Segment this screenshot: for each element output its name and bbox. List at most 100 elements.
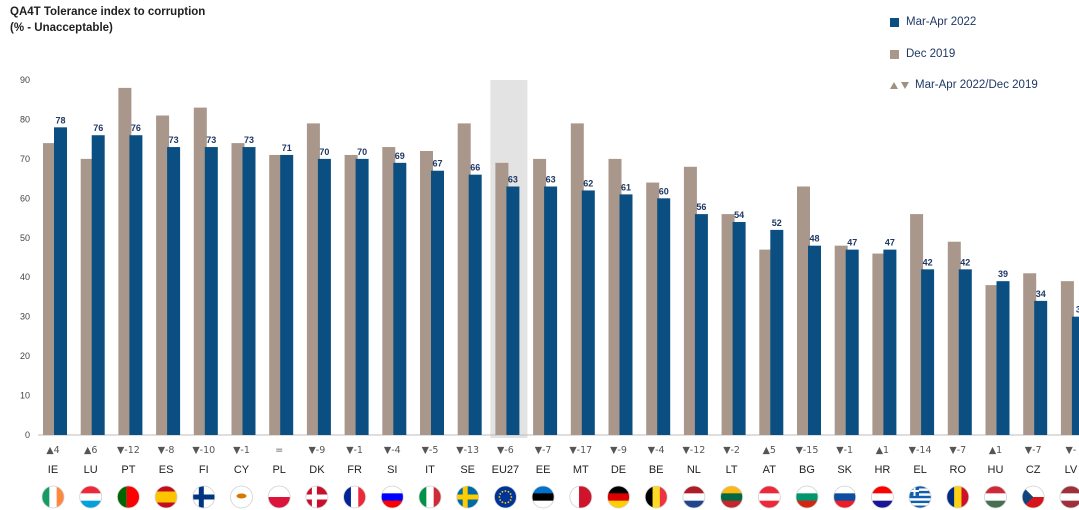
change-label: ▼-8: [158, 445, 175, 456]
flag-stripe: [1059, 500, 1079, 508]
legend-label-series2: Dec 2019: [906, 48, 956, 60]
x-tick-label: SE: [460, 464, 475, 476]
flag-stripe: [579, 486, 592, 508]
flag-stripe: [1022, 497, 1045, 508]
flag-stripe: [1059, 493, 1079, 502]
flag-border: [833, 485, 857, 509]
flag-stripe: [607, 500, 630, 508]
data-label: 61: [621, 182, 631, 192]
x-tick-label: NL: [687, 464, 701, 476]
y-tick-label: 40: [20, 272, 30, 282]
change-label: ▲5: [763, 445, 776, 456]
flag-stripe: [833, 493, 856, 502]
flag-star: [498, 496, 501, 498]
flag-icon-mt: [569, 485, 593, 509]
y-tick-label: 80: [20, 114, 30, 124]
data-label: 34: [1036, 289, 1046, 299]
flag-body: [796, 486, 818, 508]
bar-dec-2019: [683, 166, 697, 435]
bar-mar-apr-2022: [54, 127, 67, 435]
bar-mar-apr-2022: [91, 135, 105, 435]
flag-icon-nl: [682, 485, 706, 509]
bar-dec-2019: [646, 182, 660, 435]
flag-icon-sk: [833, 485, 857, 509]
bar-mar-apr-2022: [468, 174, 482, 435]
flag-border: [1059, 485, 1079, 509]
y-tick-label: 10: [20, 391, 30, 401]
bar-mar-apr-2022: [883, 249, 897, 435]
legend-item-series1: Mar-Apr 2022: [890, 16, 976, 28]
flag-stripe: [909, 493, 932, 497]
data-label: 39: [998, 269, 1008, 279]
change-label: ▼-17: [569, 445, 592, 456]
bar-dec-2019: [156, 115, 170, 435]
flag-stripe: [909, 495, 932, 499]
flag-icon-dk: [305, 485, 329, 509]
change-label: ▼-15: [796, 445, 819, 456]
data-label: 54: [734, 210, 744, 220]
flag-body: [871, 486, 894, 508]
flag-body: [419, 486, 441, 508]
y-tick-label: 60: [20, 193, 30, 203]
change-label: ▲1: [876, 445, 889, 456]
bar-dec-2019: [797, 186, 810, 435]
x-tick-label: PT: [121, 464, 135, 476]
flag-icon-it: [418, 485, 442, 509]
x-tick-label: CY: [234, 464, 250, 476]
change-label: ▼-5: [422, 445, 439, 456]
flag-body: [230, 486, 253, 508]
bar-dec-2019: [608, 158, 622, 435]
flag-stripe: [645, 486, 654, 508]
flag-icon-be: [644, 485, 668, 509]
change-label: ▼-4: [648, 445, 665, 456]
flag-icon-hu: [984, 485, 1007, 509]
flag-star: [509, 499, 512, 501]
x-tick-label: CZ: [1026, 464, 1041, 476]
flag-body: [1059, 486, 1079, 508]
flag-cross-v: [311, 486, 317, 508]
bar-mar-apr-2022: [808, 245, 821, 435]
bar-dec-2019: [344, 154, 358, 435]
change-label: =: [275, 445, 283, 456]
flag-stripe: [659, 486, 668, 508]
x-tick-label: DK: [309, 464, 325, 476]
flag-icon-cz: [1021, 485, 1045, 509]
flag-border: [418, 485, 442, 509]
flag-body: [79, 486, 102, 508]
x-tick-label: MT: [573, 464, 589, 476]
change-label: ▼-9: [309, 445, 326, 456]
data-label: 47: [847, 238, 857, 248]
flag-stripe: [758, 486, 781, 494]
bar-dec-2019: [231, 143, 245, 435]
bar-dec-2019: [910, 214, 924, 435]
x-tick-label: RO: [950, 464, 967, 476]
bar-mar-apr-2022: [544, 186, 558, 435]
change-label: ▼-13: [456, 445, 479, 456]
flag-stripe: [155, 491, 178, 503]
data-label: 67: [432, 159, 442, 169]
x-tick-label: HR: [874, 464, 890, 476]
y-tick-label: 30: [20, 312, 30, 322]
change-label: ▼-9: [610, 445, 627, 456]
legend-item-change: Mar-Apr 2022/Dec 2019: [890, 79, 1038, 91]
data-label: 63: [546, 175, 556, 185]
flag-icon-eu27: [493, 485, 517, 509]
bar-dec-2019: [495, 162, 509, 436]
flag-star: [507, 490, 510, 493]
flag-icon-lv: [1059, 485, 1079, 509]
legend-swatch-series1: [890, 17, 899, 27]
x-tick-label: IT: [425, 464, 435, 476]
data-label: 66: [470, 163, 480, 173]
flag-icon-el: [908, 485, 932, 509]
flag-stripe: [758, 493, 781, 502]
change-label: ▼-1: [233, 445, 250, 456]
flag-border: [154, 485, 178, 509]
flag-body: [833, 486, 856, 508]
x-tick-label: PL: [272, 464, 285, 476]
flag-body: [1022, 486, 1045, 508]
flag-body: [607, 486, 630, 508]
bar-mar-apr-2022: [280, 154, 294, 435]
flag-stripe: [268, 486, 291, 497]
triangle-up-icon: [890, 81, 898, 89]
bar-mar-apr-2022: [581, 190, 595, 435]
